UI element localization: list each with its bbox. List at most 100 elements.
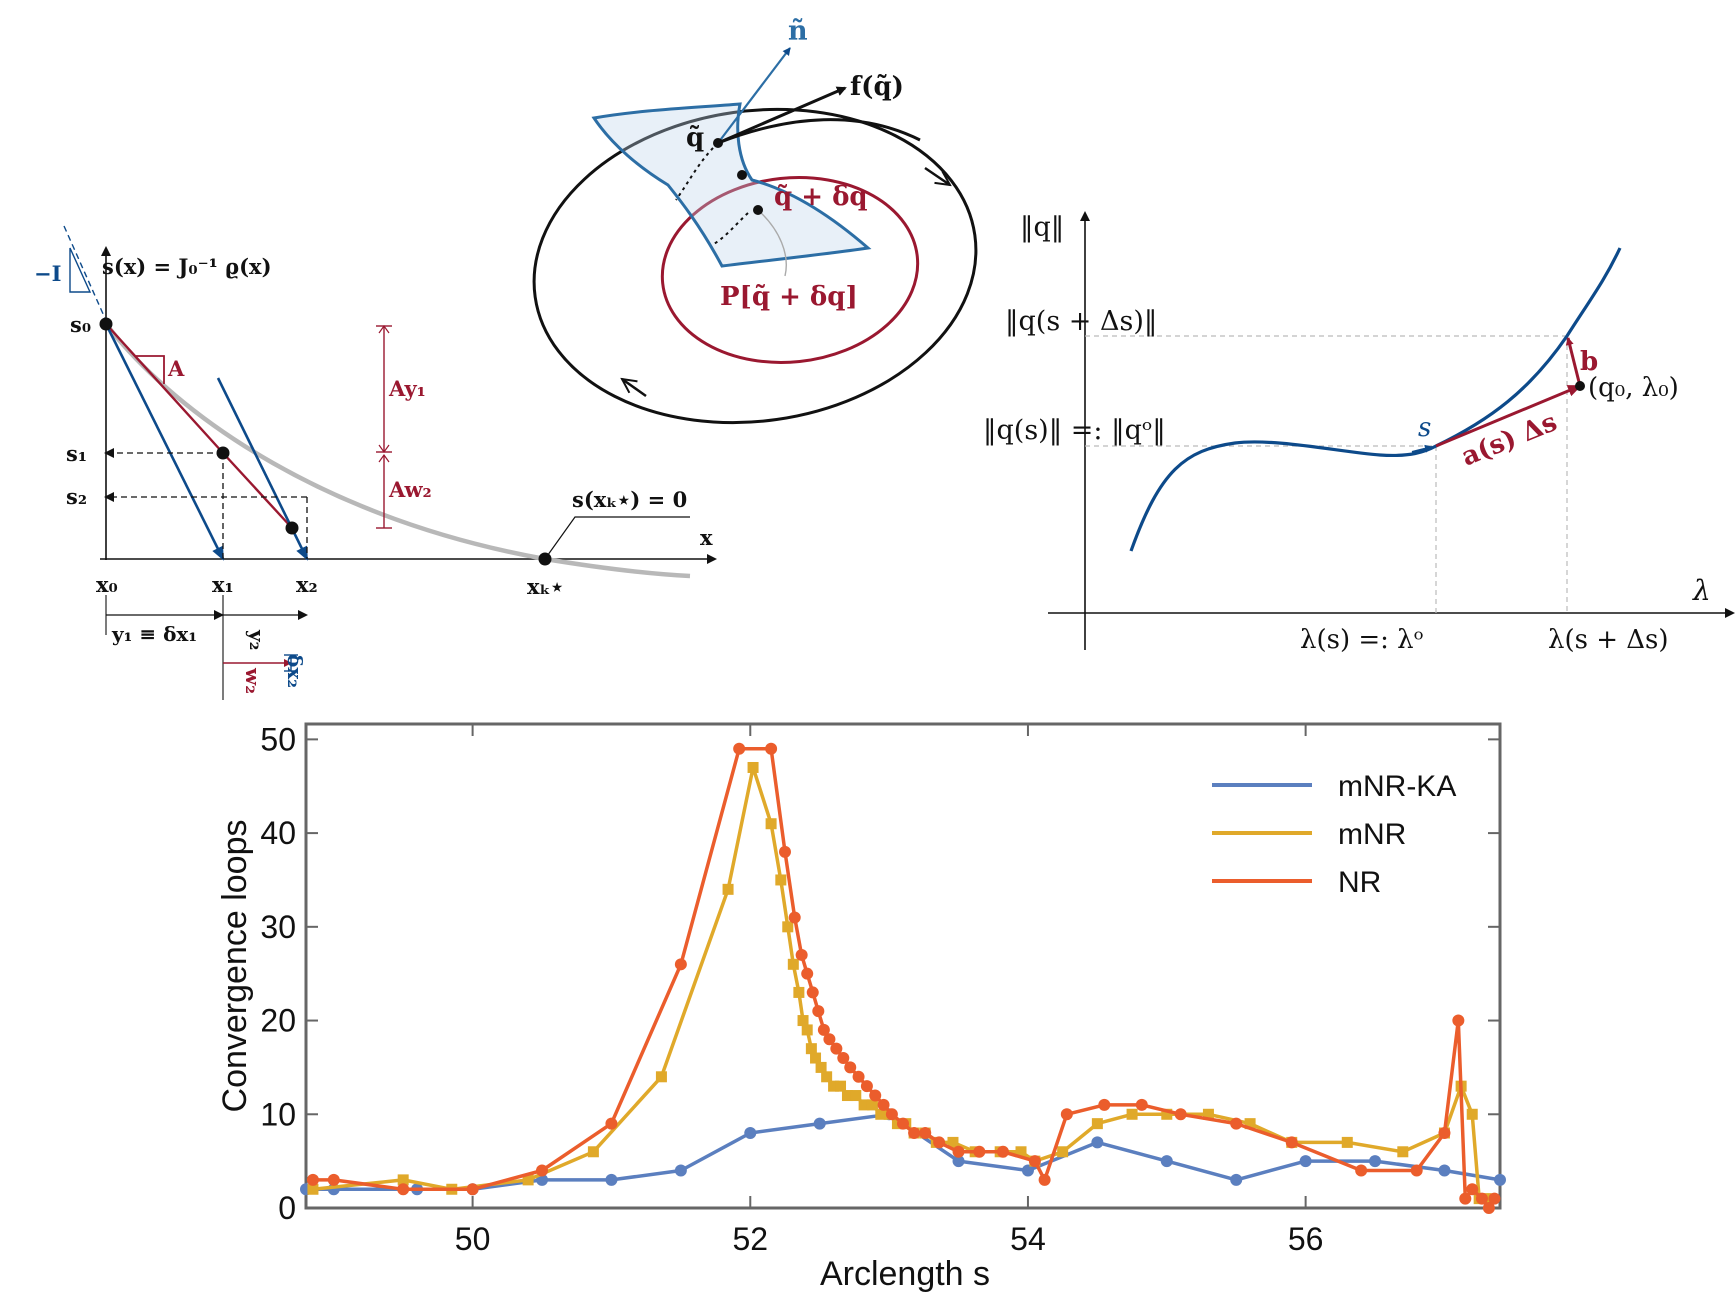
data-point	[587, 1146, 599, 1158]
Aw2-label: Aw₂	[388, 477, 432, 502]
data-point	[885, 1108, 898, 1121]
data-point	[952, 1145, 965, 1158]
s1-label: s₁	[66, 441, 87, 466]
data-point	[1475, 1192, 1488, 1205]
data-point	[1038, 1173, 1051, 1186]
normal-arrow	[717, 47, 791, 144]
data-point	[828, 1080, 840, 1092]
data-point	[775, 874, 787, 886]
data-point	[1438, 1164, 1451, 1177]
data-point	[817, 1023, 830, 1036]
dx2-label: δx₂	[283, 654, 307, 688]
fq-label: f(q̃)	[850, 72, 904, 102]
legend-label: mNR-KA	[1338, 770, 1456, 803]
data-point	[1091, 1136, 1104, 1149]
data-point	[536, 1164, 549, 1177]
zero-label: s(xₖ⋆) = 0	[572, 487, 687, 512]
data-point	[1466, 1183, 1479, 1196]
data-point	[674, 1164, 687, 1177]
convergence-chart: 50 52 54 56 0 10 20 30 40 50 Arclength s Converge…	[216, 721, 1506, 1293]
y2-label: y₂	[245, 629, 269, 650]
y-tick-label: 20	[260, 1003, 296, 1039]
data-point	[875, 1108, 887, 1120]
data-point	[787, 958, 799, 970]
x-axis-title: Arclength s	[820, 1255, 990, 1293]
data-point	[821, 1071, 833, 1083]
data-point	[1126, 1108, 1138, 1120]
data-point	[765, 818, 777, 830]
s-label: s	[1418, 413, 1431, 443]
series-line	[312, 746, 1496, 1210]
ls-label: λ(s) =: λᵒ	[1300, 625, 1424, 655]
data-point	[782, 921, 794, 933]
data-point	[860, 1080, 873, 1093]
data-point	[1057, 1146, 1069, 1158]
data-point	[722, 883, 734, 895]
data-point	[797, 1015, 809, 1027]
data-point	[823, 1033, 836, 1046]
series-mnr	[307, 761, 1492, 1205]
data-point	[1202, 1108, 1214, 1120]
data-point	[815, 1061, 827, 1073]
data-point	[765, 742, 778, 755]
lds-label: λ(s + Δs)	[1548, 625, 1669, 655]
A-triangle	[136, 355, 165, 384]
data-point	[655, 1071, 667, 1083]
y-axis-title: Convergence loops	[216, 820, 254, 1113]
data-point	[605, 1117, 618, 1130]
data-point	[805, 1043, 817, 1055]
data-point	[877, 1098, 890, 1111]
b-label: b	[1580, 347, 1598, 377]
data-point	[1091, 1118, 1103, 1130]
data-point	[1488, 1192, 1501, 1205]
data-point	[1466, 1108, 1478, 1120]
data-point	[947, 1136, 959, 1148]
cont-x-label: λ	[1692, 574, 1711, 607]
outer-orbit	[532, 107, 978, 425]
tangent-surface	[591, 102, 872, 268]
data-point	[307, 1183, 319, 1195]
data-point	[837, 1052, 850, 1065]
x1-label: x₁	[212, 572, 234, 597]
data-point	[812, 1005, 825, 1018]
Ay1-label: Ay₁	[388, 376, 426, 401]
data-point	[973, 1145, 986, 1158]
data-point	[1285, 1136, 1298, 1149]
legend: mNR-KA mNR NR	[1212, 770, 1456, 899]
x-tick-label: 56	[1288, 1221, 1324, 1257]
data-point	[1452, 1014, 1465, 1027]
data-point	[1060, 1108, 1073, 1121]
series-group	[300, 742, 1506, 1214]
point-Pq	[753, 205, 763, 215]
y-tick-label: 40	[260, 815, 296, 851]
data-point	[1459, 1192, 1472, 1205]
qds-label: ‖q(s + Δs)‖	[1005, 306, 1157, 337]
data-point	[869, 1089, 882, 1102]
data-point	[674, 958, 687, 971]
Pq-label: P[q̃ + δq]	[720, 282, 858, 312]
x0-label: x₀	[96, 572, 118, 597]
zero-leader	[544, 516, 690, 560]
legend-label: mNR	[1338, 818, 1406, 851]
y1-label: y₁ ≡ δx₁	[111, 622, 197, 646]
data-point	[747, 761, 759, 773]
point-q	[713, 138, 723, 148]
data-point	[522, 1174, 534, 1186]
residual-curve	[104, 322, 691, 579]
y-tick-label: 0	[278, 1190, 296, 1226]
orbit-arrow-top	[924, 166, 950, 185]
corrector-arrow	[1565, 337, 1582, 387]
data-point	[810, 1052, 822, 1064]
data-point	[813, 1117, 826, 1130]
data-point	[1369, 1155, 1382, 1168]
x-tick-label: 50	[455, 1221, 491, 1257]
data-point	[908, 1127, 921, 1140]
data-point	[795, 948, 808, 961]
data-point	[1160, 1155, 1173, 1168]
data-point	[933, 1136, 946, 1149]
y-tick-label: 10	[260, 1096, 296, 1132]
data-point	[850, 1090, 862, 1102]
data-point	[1161, 1108, 1173, 1120]
projected-orbit	[660, 176, 920, 364]
